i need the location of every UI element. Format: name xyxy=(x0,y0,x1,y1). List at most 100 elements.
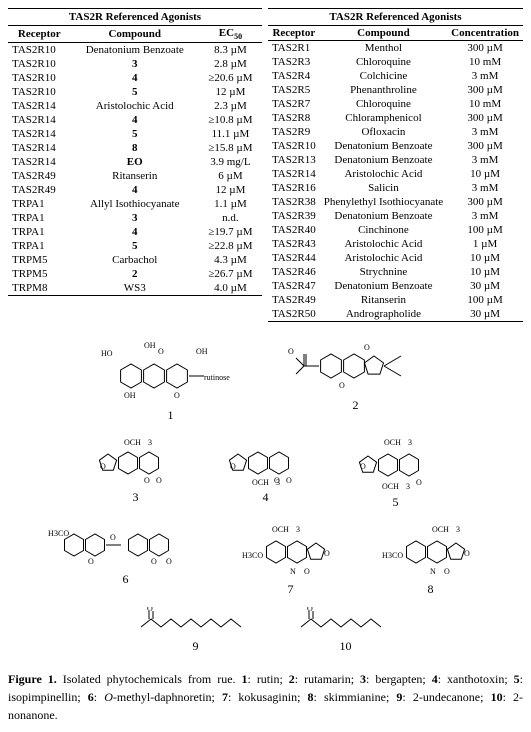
col-header: Receptor xyxy=(8,26,71,43)
svg-text:O: O xyxy=(166,557,172,566)
table-cell: 4 xyxy=(71,225,199,239)
table-row: TRPA13n.d. xyxy=(8,211,262,225)
svg-text:CO: CO xyxy=(252,551,263,560)
structure-label: 9 xyxy=(193,639,199,654)
table-cell: 8 xyxy=(71,141,199,155)
left-table: ReceptorCompoundEC50 TAS2R10Denatonium B… xyxy=(8,26,262,296)
svg-text:O: O xyxy=(144,476,150,485)
svg-text:O: O xyxy=(360,462,366,471)
table-cell: TAS2R49 xyxy=(8,183,71,197)
svg-text:O: O xyxy=(364,343,370,352)
table-cell: 3 mM xyxy=(447,209,523,223)
table-cell: 300 µM xyxy=(447,139,523,153)
right-table: ReceptorCompoundConcentration TAS2R1Ment… xyxy=(268,26,523,322)
table-row: TAS2R44Aristolochic Acid10 µM xyxy=(268,251,523,265)
structure-label: 8 xyxy=(428,582,434,597)
table-cell: 300 µM xyxy=(447,41,523,56)
table-cell: Carbachol xyxy=(71,253,199,267)
table-cell: TAS2R50 xyxy=(268,307,320,322)
svg-text:OCH: OCH xyxy=(272,525,289,534)
svg-text:CO: CO xyxy=(58,529,69,538)
table-cell: 100 µM xyxy=(447,223,523,237)
table-cell: 2.3 µM xyxy=(199,99,262,113)
table-cell: 4 xyxy=(71,183,199,197)
table-row: TAS2R148≥15.8 µM xyxy=(8,141,262,155)
table-cell: TAS2R49 xyxy=(8,169,71,183)
table-cell: 5 xyxy=(71,85,199,99)
svg-text:3: 3 xyxy=(408,438,412,447)
svg-text:O: O xyxy=(444,567,450,576)
table-row: TAS2R39Denatonium Benzoate3 mM xyxy=(268,209,523,223)
structure-2: OOO2 xyxy=(276,336,436,423)
svg-text:OH: OH xyxy=(196,347,208,356)
structure-8: OCH3H3CONOO8 xyxy=(376,520,486,597)
table-cell: 300 µM xyxy=(447,111,523,125)
table-cell: 100 µM xyxy=(447,293,523,307)
table-cell: TAS2R38 xyxy=(268,195,320,209)
structure-5: OCH3OCH3OO5 xyxy=(346,433,446,510)
table-cell: TAS2R13 xyxy=(268,153,320,167)
table-cell: 3 xyxy=(71,211,199,225)
svg-text:OCH: OCH xyxy=(252,478,269,487)
table-cell: 6 µM xyxy=(199,169,262,183)
table-cell: 4 xyxy=(71,113,199,127)
table-cell: 10 µM xyxy=(447,265,523,279)
table-cell: 3 mM xyxy=(447,181,523,195)
table-cell: 12 µM xyxy=(199,183,262,197)
structure-row: O9O10 xyxy=(131,607,401,654)
table-row: TAS2R104≥20.6 µM xyxy=(8,71,262,85)
structure-3: OCH3OOO3 xyxy=(86,433,186,510)
structure-label: 10 xyxy=(340,639,352,654)
table-cell: TRPM8 xyxy=(8,281,71,296)
table-row: TAS2R1032.8 µM xyxy=(8,57,262,71)
table-row: TRPA15≥22.8 µM xyxy=(8,239,262,253)
table-row: TRPM52≥26.7 µM xyxy=(8,267,262,281)
table-row: TAS2R50Andrographolide30 µM xyxy=(268,307,523,322)
table-cell: Denatonium Benzoate xyxy=(320,279,447,293)
table-row: TAS2R49412 µM xyxy=(8,183,262,197)
table-row: TAS2R40Cinchinone100 µM xyxy=(268,223,523,237)
svg-text:3: 3 xyxy=(148,438,152,447)
figure-caption: Figure 1. Isolated phytochemicals from r… xyxy=(8,670,523,724)
structure-4: OOOOCH34 xyxy=(216,433,316,510)
table-cell: TRPA1 xyxy=(8,225,71,239)
table-cell: 8.3 µM xyxy=(199,43,262,58)
table-cell: 300 µM xyxy=(447,195,523,209)
svg-text:O: O xyxy=(288,347,294,356)
table-cell: Phenylethyl Isothiocyanate xyxy=(320,195,447,209)
table-row: TAS2R49Ritanserin6 µM xyxy=(8,169,262,183)
table-cell: ≥15.8 µM xyxy=(199,141,262,155)
svg-text:O: O xyxy=(158,347,164,356)
svg-text:O: O xyxy=(230,462,236,471)
table-cell: TAS2R7 xyxy=(268,97,320,111)
svg-text:O: O xyxy=(307,607,313,613)
table-cell: TAS2R14 xyxy=(8,99,71,113)
table-row: TAS2R5Phenanthroline300 µM xyxy=(268,83,523,97)
table-cell: ≥22.8 µM xyxy=(199,239,262,253)
table-cell: TAS2R3 xyxy=(268,55,320,69)
table-cell: 10 mM xyxy=(447,97,523,111)
table-cell: TAS2R39 xyxy=(268,209,320,223)
svg-text:OH: OH xyxy=(144,341,156,350)
table-cell: 1.1 µM xyxy=(199,197,262,211)
svg-text:OCH: OCH xyxy=(124,438,141,447)
table-cell: TAS2R49 xyxy=(268,293,320,307)
table-cell: Strychnine xyxy=(320,265,447,279)
table-cell: ≥19.7 µM xyxy=(199,225,262,239)
table-cell: Phenanthroline xyxy=(320,83,447,97)
structure-label: 4 xyxy=(263,490,269,505)
left-table-wrap: TAS2R Referenced Agonists ReceptorCompou… xyxy=(8,8,262,322)
svg-text:rutinose: rutinose xyxy=(204,373,230,382)
structure-row: H3COOOOO6OCH3H3CONOO7OCH3H3CONOO8 xyxy=(46,520,486,597)
col-header: Receptor xyxy=(268,26,320,41)
col-header: EC50 xyxy=(199,26,262,43)
svg-text:O: O xyxy=(464,549,470,558)
table-cell: TRPM5 xyxy=(8,253,71,267)
table-row: TAS2R10Denatonium Benzoate8.3 µM xyxy=(8,43,262,58)
structure-7: OCH3H3CONOO7 xyxy=(236,520,346,597)
table-row: TAS2R1Menthol300 µM xyxy=(268,41,523,56)
structure-row: OCH3OOO3OOOOCH34OCH3OCH3OO5 xyxy=(86,433,446,510)
table-cell: TAS2R14 xyxy=(8,127,71,141)
table-row: TRPM5Carbachol4.3 µM xyxy=(8,253,262,267)
table-cell: Denatonium Benzoate xyxy=(320,153,447,167)
